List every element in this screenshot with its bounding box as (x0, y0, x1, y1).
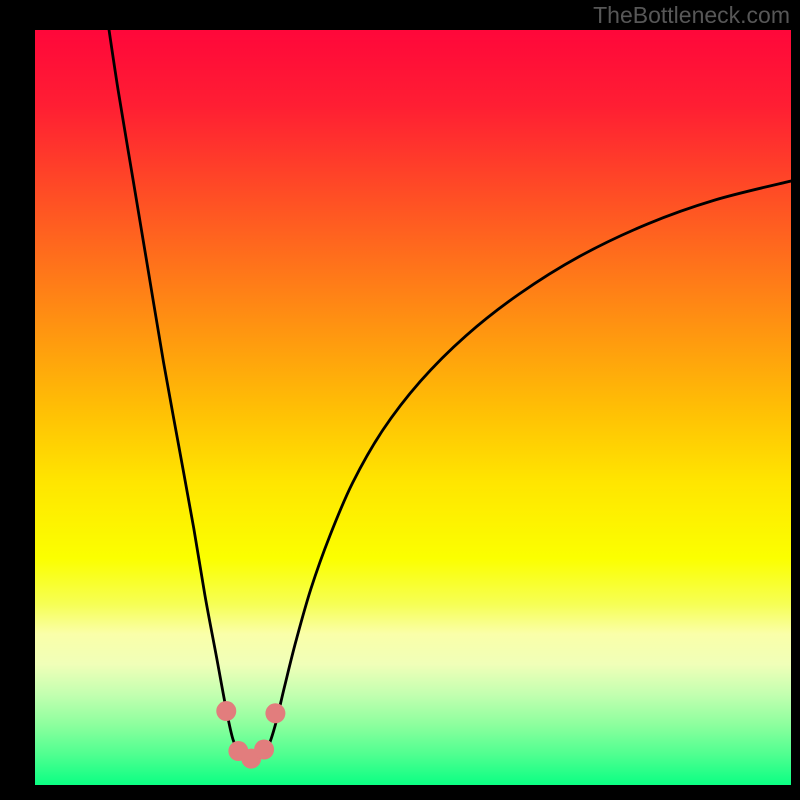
marker-dot (254, 740, 274, 760)
watermark-text: TheBottleneck.com (593, 2, 790, 29)
plot-area (35, 30, 791, 785)
marker-layer (35, 30, 791, 785)
marker-dot (265, 703, 285, 723)
marker-dot (216, 701, 236, 721)
